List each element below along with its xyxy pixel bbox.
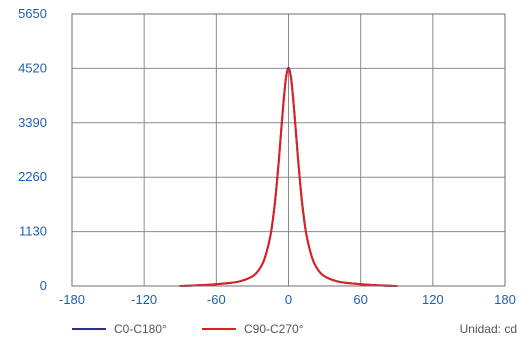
x-tick-labels: -180 -120 -60 0 60 120 180 [59, 292, 516, 307]
y-tick-label: 3390 [18, 115, 47, 130]
y-tick-label: 0 [40, 278, 47, 293]
y-tick-label: 1130 [19, 224, 47, 239]
x-tick-label: 120 [422, 292, 444, 307]
x-tick-label: -120 [131, 292, 157, 307]
x-tick-label: -180 [59, 292, 85, 307]
x-tick-label: 180 [494, 292, 516, 307]
plot-frame [71, 13, 506, 287]
legend: C0-C180° C90-C270° [72, 322, 304, 336]
y-tick-label: 2260 [18, 169, 47, 184]
x-tick-label: 60 [353, 292, 367, 307]
unit-label: Unidad: cd [460, 322, 517, 336]
legend-label: C90-C270° [244, 322, 304, 336]
series-line-1 [179, 67, 398, 287]
x-tick-label: 0 [285, 292, 292, 307]
y-tick-label: 5650 [18, 6, 47, 21]
y-tick-label: 4520 [18, 60, 47, 75]
x-tick-label: -60 [207, 292, 226, 307]
y-tick-labels: 5650 4520 3390 2260 1130 0 [18, 6, 47, 293]
legend-label: C0-C180° [114, 322, 167, 336]
grid-lines [71, 13, 506, 287]
series-lines [179, 66, 398, 287]
